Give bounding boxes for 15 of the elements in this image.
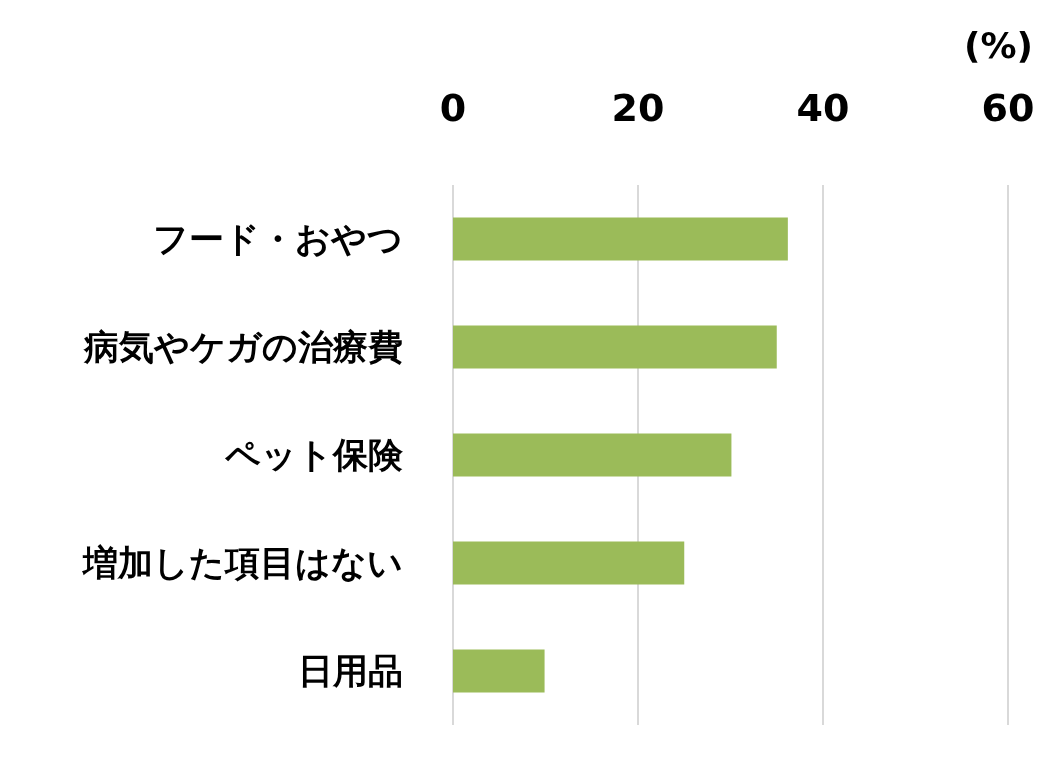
y-tick-label: ペット保険 xyxy=(224,435,404,475)
bar xyxy=(453,541,685,585)
bar xyxy=(453,325,777,369)
y-tick-label: 増加した項目はない xyxy=(81,543,403,583)
x-tick-label: 40 xyxy=(796,86,850,130)
bar xyxy=(453,433,732,477)
x-tick-label: 0 xyxy=(439,86,467,130)
x-axis-title: (%) xyxy=(964,24,1034,66)
bar xyxy=(453,649,545,693)
x-tick-label: 60 xyxy=(981,86,1035,130)
y-tick-label: 病気やケガの治療費 xyxy=(83,327,403,367)
x-tick-label: 20 xyxy=(611,86,665,130)
y-tick-label: フード・おやつ xyxy=(153,219,403,259)
bar xyxy=(453,217,788,261)
y-tick-label: 日用品 xyxy=(298,651,403,691)
